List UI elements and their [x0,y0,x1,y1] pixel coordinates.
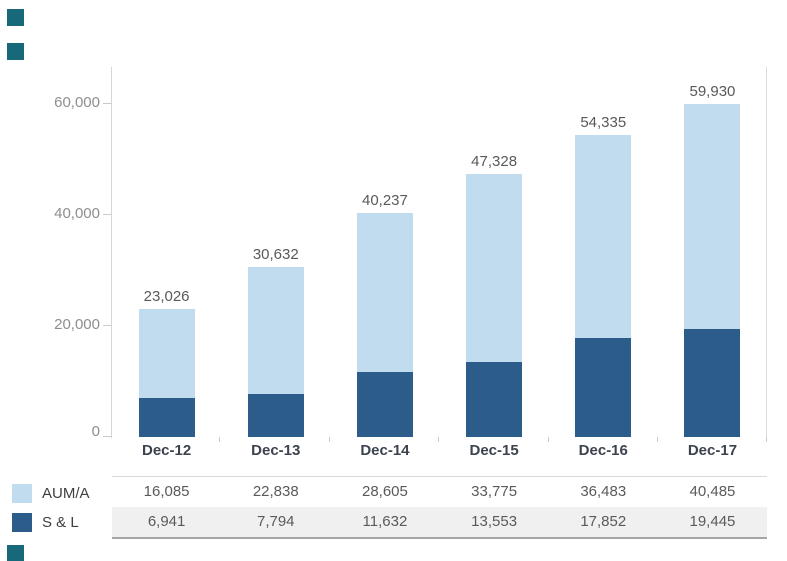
table-cell: 13,553 [471,513,518,530]
bar-total-label: 59,930 [689,82,736,100]
bar-column-dec-15: 47,328 [440,67,549,437]
y-axis-line [111,67,112,438]
bar-segment-auma[interactable] [575,135,632,338]
table-cell: 33,775 [471,483,518,500]
bar-segment-sl[interactable] [247,393,304,437]
y-axis-label: 0 [91,423,100,440]
table-cell: 11,632 [362,513,408,530]
y-axis-tick [103,103,111,104]
x-axis-label: Dec-15 [469,442,519,459]
bar-segment-sl[interactable] [138,398,195,437]
bar-plot-area: 23,026 30,632 40,237 47,328 54,335 59,93… [112,67,767,437]
teal-bullet-square-icon [7,545,24,561]
bar-segment-sl[interactable] [466,361,523,437]
y-axis-label: 60,000 [54,94,100,111]
y-axis-tick [103,214,111,215]
table-row-sl: 6,941 7,794 11,632 13,553 17,852 19,445 [112,507,767,537]
table-cell: 19,445 [689,513,736,530]
legend-label: AUM/A [42,485,90,502]
x-axis-label: Dec-14 [360,442,410,459]
x-axis-tick [766,437,767,442]
bar-segment-auma[interactable] [466,174,523,362]
x-axis-tick [219,437,220,442]
table-cell: 16,085 [143,483,190,500]
table-cell: 17,852 [580,513,627,530]
bar-segment-auma[interactable] [684,103,741,329]
bar-total-label: 23,026 [143,288,190,306]
teal-bullet-square-icon [7,9,24,26]
bar-segment-auma[interactable] [138,309,195,399]
x-axis-tick [657,437,658,442]
x-axis-tick [548,437,549,442]
x-axis-tick [329,437,330,442]
bar-total-label: 47,328 [471,153,518,171]
bar-column-dec-16: 54,335 [549,67,658,437]
y-axis-label: 20,000 [54,316,100,333]
table-cell: 36,483 [580,483,627,500]
bar-column-dec-13: 30,632 [221,67,330,437]
table-cell: 28,605 [361,483,408,500]
plot-right-border [766,67,767,438]
bar-total-label: 54,335 [580,114,627,132]
teal-bullet-square-icon [7,43,24,60]
x-axis-labels-row: Dec-12 Dec-13 Dec-14 Dec-15 Dec-16 Dec-1… [112,440,767,462]
x-axis-label: Dec-16 [578,442,628,459]
table-top-border [112,476,767,477]
y-axis-label: 40,000 [54,205,100,222]
bar-column-dec-14: 40,237 [330,67,439,437]
y-axis-tick [103,325,111,326]
bar-column-dec-17: 59,930 [658,67,767,437]
x-axis-label: Dec-13 [251,442,301,459]
x-axis-label: Dec-17 [687,442,738,459]
bar-segment-auma[interactable] [356,213,413,373]
bar-segment-auma[interactable] [247,266,304,394]
table-cell: 40,485 [689,483,736,500]
bar-total-label: 40,237 [361,192,408,210]
table-cell: 7,794 [256,513,295,530]
table-cell: 6,941 [147,513,186,530]
bar-column-dec-12: 23,026 [112,67,221,437]
legend-label: S & L [42,514,79,531]
y-axis-tick [103,436,111,437]
bar-segment-sl[interactable] [356,372,413,437]
table-row-auma: 16,085 22,838 28,605 33,775 36,483 40,48… [112,477,767,507]
bar-segment-sl[interactable] [575,337,632,437]
table-cell: 22,838 [252,483,299,500]
x-axis-tick [438,437,439,442]
bar-total-label: 30,632 [252,245,299,263]
bar-segment-sl[interactable] [684,328,741,437]
table-bottom-border [112,537,767,539]
x-axis-label: Dec-12 [141,442,192,459]
legend-swatch-sl-icon [12,513,32,532]
legend-swatch-auma-icon [12,484,32,503]
